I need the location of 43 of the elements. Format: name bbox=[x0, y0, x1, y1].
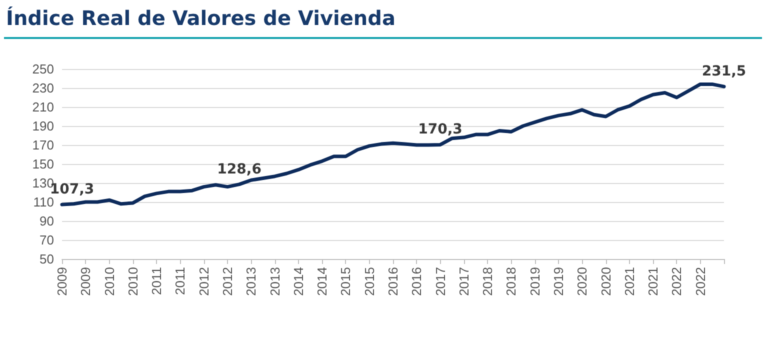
y-tick-label: 50 bbox=[40, 252, 54, 266]
x-tick-label: 2010 bbox=[102, 267, 117, 296]
x-tick-label: 2019 bbox=[551, 267, 566, 296]
x-tick-label: 2017 bbox=[456, 267, 472, 296]
y-tick-label: 70 bbox=[40, 232, 54, 248]
x-tick-label: 2009 bbox=[54, 267, 70, 296]
y-tick-label: 90 bbox=[40, 214, 54, 228]
y-tick-label: 190 bbox=[32, 118, 54, 134]
x-tick-label: 2019 bbox=[527, 267, 542, 296]
y-tick-label: 130 bbox=[32, 176, 54, 190]
x-tick-label: 2009 bbox=[78, 267, 94, 296]
x-tick-label: 2021 bbox=[622, 267, 637, 296]
x-tick-label: 2018 bbox=[480, 267, 496, 296]
x-tick-label: 2011 bbox=[172, 267, 188, 295]
x-tick-label: 2013 bbox=[267, 267, 282, 296]
x-tick-label: 2016 bbox=[409, 267, 424, 296]
x-tick-label: 2014 bbox=[290, 267, 306, 296]
y-tick-label: 250 bbox=[32, 62, 54, 76]
x-tick-label: 2018 bbox=[504, 267, 519, 296]
x-tick-label: 2011 bbox=[149, 267, 164, 295]
x-tick-label: 2012 bbox=[220, 267, 235, 296]
y-tick-label: 110 bbox=[33, 194, 54, 210]
x-tick-label: 2022 bbox=[692, 267, 708, 296]
x-tick-label: 2010 bbox=[125, 267, 140, 296]
x-tick-label: 2021 bbox=[646, 267, 661, 296]
x-tick-label: 2020 bbox=[598, 267, 614, 296]
y-tick-label: 170 bbox=[32, 138, 54, 152]
x-tick-label: 2020 bbox=[574, 267, 590, 296]
x-tick-label: 2017 bbox=[432, 267, 448, 296]
chart-title: Índice Real de Valores de Vivienda bbox=[6, 6, 396, 30]
y-tick-label: 230 bbox=[32, 80, 54, 96]
x-tick-label: 2013 bbox=[244, 267, 259, 296]
y-tick-label: 150 bbox=[32, 156, 54, 172]
data-label: 128,6 bbox=[217, 161, 262, 178]
x-tick-label: 2012 bbox=[196, 267, 212, 296]
x-tick-label: 2016 bbox=[386, 267, 400, 296]
data-label: 231,5 bbox=[702, 64, 746, 80]
x-tick-label: 2014 bbox=[314, 267, 330, 296]
data-label: 170,3 bbox=[418, 122, 462, 138]
x-tick-label: 2015 bbox=[362, 267, 377, 296]
y-tick-label: 210 bbox=[32, 100, 54, 114]
x-tick-label: 2015 bbox=[338, 267, 354, 296]
x-tick-label: 2022 bbox=[669, 267, 684, 296]
